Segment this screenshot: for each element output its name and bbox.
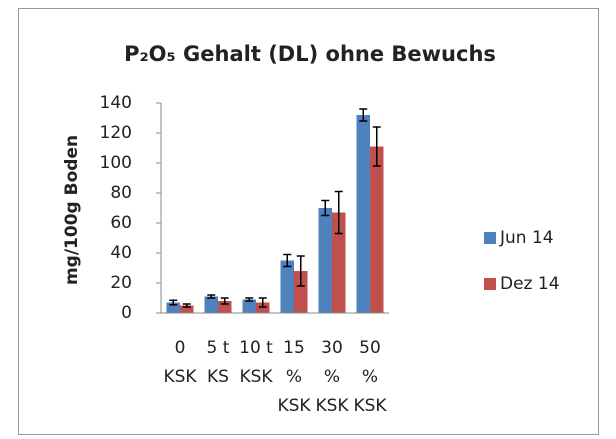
error-bar bbox=[182, 303, 191, 308]
y-tick-label: 40 bbox=[110, 243, 132, 263]
bar bbox=[280, 260, 294, 313]
bar bbox=[204, 296, 218, 313]
error-bar bbox=[207, 294, 216, 299]
bar bbox=[180, 305, 194, 313]
error-bar bbox=[283, 253, 292, 268]
x-tick-label: 5 t bbox=[207, 338, 230, 358]
error-bar bbox=[359, 108, 368, 122]
x-tick-label: 50 bbox=[359, 338, 381, 358]
error-bar bbox=[245, 297, 254, 302]
legend-label: Dez 14 bbox=[500, 274, 560, 294]
x-tick-label: KSK bbox=[277, 396, 311, 416]
legend-swatch bbox=[484, 278, 496, 290]
legend-label: Jun 14 bbox=[499, 228, 554, 248]
y-tick-label: 120 bbox=[100, 123, 132, 143]
y-tick-label: 80 bbox=[110, 183, 132, 203]
bar bbox=[166, 302, 180, 313]
y-tick-label: 0 bbox=[121, 303, 132, 323]
x-tick-label: KS bbox=[207, 367, 229, 387]
error-bar bbox=[321, 199, 330, 217]
bar bbox=[242, 299, 256, 313]
y-tick-label: 100 bbox=[100, 153, 132, 173]
x-tick-label: % bbox=[362, 367, 378, 387]
x-tick-label: % bbox=[286, 367, 302, 387]
x-tick-label: 30 bbox=[321, 338, 343, 358]
bar bbox=[294, 271, 308, 313]
error-bar bbox=[296, 255, 305, 287]
y-tick-label: 60 bbox=[110, 213, 132, 233]
bar bbox=[370, 146, 384, 313]
x-tick-label: KSK bbox=[163, 367, 197, 387]
x-tick-label: KSK bbox=[239, 367, 273, 387]
x-tick-label: 15 bbox=[283, 338, 305, 358]
bar bbox=[356, 115, 370, 313]
y-tick-label: 20 bbox=[110, 273, 132, 293]
x-tick-label: 0 bbox=[175, 338, 186, 358]
legend-swatch bbox=[484, 232, 496, 244]
x-tick-label: KSK bbox=[353, 396, 387, 416]
error-bar bbox=[169, 299, 178, 306]
chart-frame bbox=[18, 8, 599, 435]
chart-title: P₂O₅ Gehalt (DL) ohne Bewuchs bbox=[124, 42, 496, 66]
error-bar bbox=[258, 297, 267, 308]
error-bar bbox=[334, 190, 343, 235]
error-bar bbox=[220, 297, 229, 305]
bar bbox=[332, 212, 346, 313]
x-tick-label: % bbox=[324, 367, 340, 387]
y-tick-label: 140 bbox=[100, 93, 132, 113]
x-tick-label: KSK bbox=[315, 396, 349, 416]
x-tick-label: 10 t bbox=[239, 338, 273, 358]
y-axis-label: mg/100g Boden bbox=[62, 135, 82, 285]
bar bbox=[318, 208, 332, 313]
error-bar bbox=[372, 126, 381, 167]
